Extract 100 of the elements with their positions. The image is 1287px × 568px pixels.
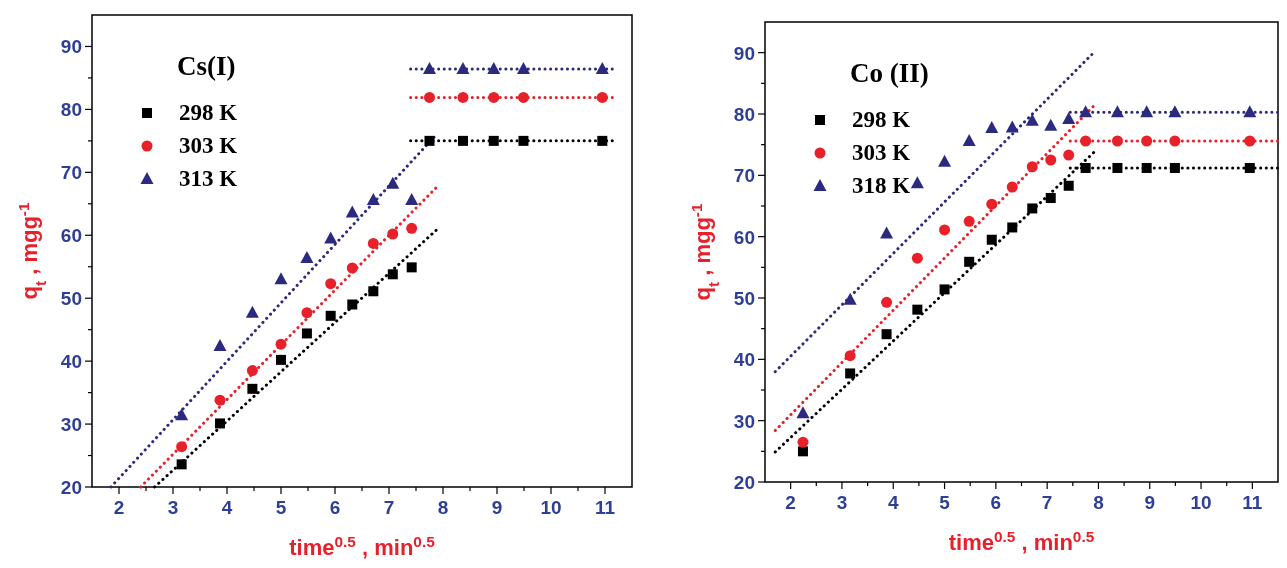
y-tick-label: 30 bbox=[60, 414, 82, 436]
legend-label: 303 K bbox=[179, 133, 238, 158]
point bbox=[176, 459, 187, 470]
point bbox=[518, 135, 529, 146]
point bbox=[1141, 162, 1152, 173]
point bbox=[1045, 154, 1057, 166]
point bbox=[939, 224, 951, 236]
point bbox=[213, 339, 227, 352]
point bbox=[176, 441, 188, 453]
point bbox=[1112, 162, 1123, 173]
point bbox=[911, 252, 923, 264]
point bbox=[423, 62, 436, 75]
legend-label: 298 K bbox=[852, 107, 911, 132]
legend-label: 313 K bbox=[179, 166, 238, 191]
x-tick-label: 10 bbox=[1190, 492, 1212, 513]
legend-label: 298 K bbox=[179, 100, 238, 125]
point bbox=[1243, 105, 1257, 118]
y-tick-label: 40 bbox=[60, 351, 82, 373]
point bbox=[424, 91, 435, 103]
point bbox=[844, 350, 856, 362]
point bbox=[1141, 135, 1153, 147]
point bbox=[1169, 135, 1181, 147]
point bbox=[346, 262, 358, 274]
x-tick-label: 9 bbox=[1144, 492, 1156, 513]
x-tick-label: 4 bbox=[887, 492, 899, 513]
point bbox=[1025, 113, 1039, 126]
point bbox=[912, 304, 923, 315]
point bbox=[457, 135, 468, 146]
y-tick-label: 50 bbox=[733, 288, 755, 309]
point bbox=[1169, 162, 1180, 173]
point bbox=[245, 305, 259, 318]
point bbox=[597, 135, 608, 146]
point bbox=[1079, 105, 1093, 118]
point bbox=[406, 222, 418, 234]
x-tick-label: 6 bbox=[329, 497, 341, 518]
point bbox=[845, 368, 856, 379]
point bbox=[797, 446, 808, 457]
y-tick-label: 30 bbox=[733, 410, 755, 432]
point bbox=[963, 215, 975, 227]
y-tick-label: 90 bbox=[60, 36, 82, 58]
point bbox=[796, 406, 810, 419]
point bbox=[962, 133, 976, 146]
y-tick-label: 60 bbox=[733, 226, 755, 248]
x-tick-label: 8 bbox=[1093, 492, 1104, 513]
point bbox=[595, 62, 609, 75]
point bbox=[175, 408, 189, 421]
point bbox=[910, 176, 924, 189]
y-tick-label: 40 bbox=[733, 349, 755, 371]
x-tick-label: 10 bbox=[540, 497, 562, 518]
x-tick-label: 3 bbox=[167, 497, 179, 518]
x-tick-label: 3 bbox=[836, 492, 848, 513]
y-tick-label: 70 bbox=[60, 162, 82, 184]
point bbox=[301, 307, 313, 319]
point bbox=[405, 193, 419, 206]
point bbox=[1244, 135, 1256, 147]
y-tick-label: 60 bbox=[60, 225, 82, 247]
x-tick-label: 5 bbox=[275, 497, 287, 518]
point bbox=[457, 91, 469, 103]
point bbox=[387, 269, 398, 280]
point bbox=[276, 354, 286, 365]
point bbox=[1080, 162, 1091, 173]
legend-title: Co (II) bbox=[850, 58, 929, 88]
y-tick-label: 20 bbox=[733, 472, 755, 493]
point bbox=[247, 383, 258, 394]
point bbox=[406, 262, 417, 273]
x-tick-label: 11 bbox=[594, 497, 616, 518]
point bbox=[1026, 161, 1038, 173]
point bbox=[1005, 120, 1019, 133]
x-tick-label: 7 bbox=[383, 497, 395, 518]
point bbox=[1062, 111, 1076, 124]
point bbox=[1007, 222, 1018, 233]
point bbox=[516, 62, 530, 75]
point bbox=[487, 62, 501, 75]
point bbox=[325, 310, 336, 321]
point bbox=[301, 328, 312, 339]
point bbox=[1244, 162, 1255, 173]
point bbox=[275, 338, 287, 350]
x-axis-title: time$^{0.5}$ , min$^{0.5}$ bbox=[948, 527, 1095, 555]
point bbox=[1063, 180, 1074, 191]
x-tick-label: 4 bbox=[221, 497, 233, 518]
y-tick-label: 70 bbox=[733, 165, 755, 187]
point bbox=[246, 365, 258, 377]
y-tick-label: 20 bbox=[60, 477, 82, 498]
x-tick-label: 2 bbox=[785, 492, 796, 513]
point bbox=[488, 135, 499, 146]
point bbox=[274, 272, 288, 285]
point bbox=[1045, 193, 1056, 204]
y-tick-label: 80 bbox=[733, 104, 755, 125]
point bbox=[964, 256, 975, 267]
point bbox=[345, 205, 359, 218]
point bbox=[1110, 105, 1124, 118]
point bbox=[517, 91, 529, 103]
point bbox=[881, 296, 893, 308]
x-tick-label: 8 bbox=[437, 497, 449, 518]
x-axis-title: time$^{0.5}$ , min$^{0.5}$ bbox=[289, 532, 436, 560]
point bbox=[986, 234, 997, 245]
point bbox=[214, 418, 225, 429]
x-tick-label: 11 bbox=[1242, 492, 1263, 513]
point bbox=[986, 198, 998, 210]
point bbox=[366, 193, 380, 206]
